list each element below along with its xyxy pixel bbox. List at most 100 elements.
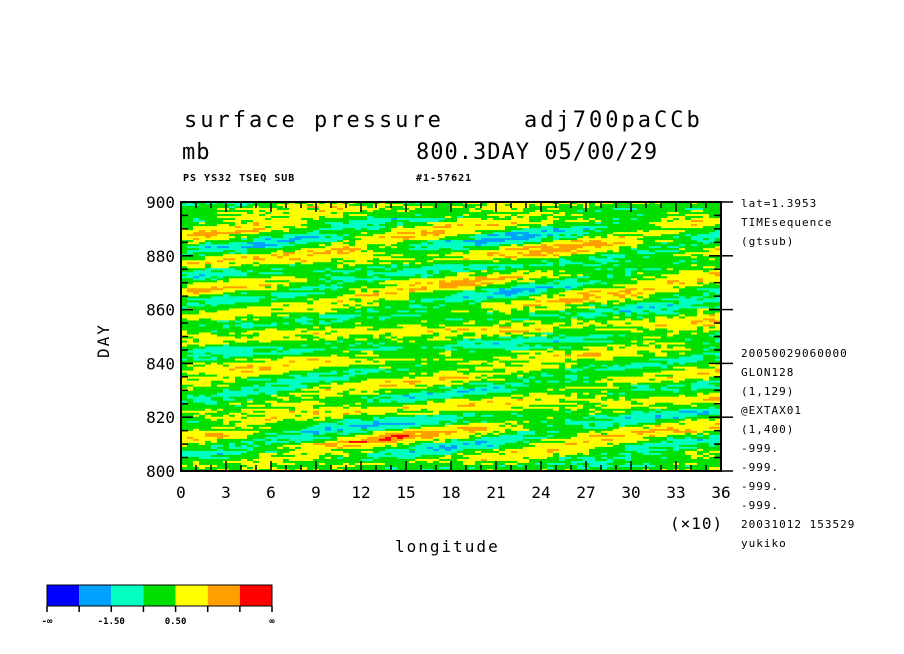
heatmap-cell: [661, 268, 668, 271]
heatmap-cell: [667, 234, 674, 237]
heatmap-cell: [223, 214, 230, 217]
heatmap-cell: [385, 280, 392, 283]
heatmap-cell: [679, 266, 686, 269]
heatmap-cell: [457, 290, 464, 293]
heatmap-cell: [379, 282, 386, 285]
heatmap-cell: [415, 306, 422, 309]
heatmap-cell: [649, 262, 656, 265]
heatmap-cell: [331, 240, 338, 243]
heatmap-cell: [229, 300, 236, 303]
heatmap-cell: [385, 268, 392, 271]
heatmap-cell: [649, 256, 656, 259]
heatmap-cell: [469, 254, 476, 257]
heatmap-cell: [523, 256, 530, 259]
heatmap-cell: [673, 212, 680, 215]
heatmap-cell: [391, 282, 398, 285]
heatmap-cell: [397, 290, 404, 293]
heatmap-cell: [439, 224, 446, 227]
heatmap-cell: [619, 294, 626, 297]
heatmap-cell: [691, 204, 698, 207]
heatmap-cell: [655, 292, 662, 295]
heatmap-cell: [343, 292, 350, 295]
heatmap-cell: [661, 260, 668, 263]
heatmap-cell: [403, 218, 410, 221]
heatmap-cell: [295, 300, 302, 303]
heatmap-cell: [403, 302, 410, 305]
heatmap-cell: [181, 284, 188, 287]
heatmap-cell: [703, 278, 710, 281]
heatmap-cell: [379, 224, 386, 227]
heatmap-cell: [601, 206, 608, 209]
heatmap-cell: [349, 220, 356, 223]
heatmap-cell: [457, 270, 464, 273]
heatmap-cell: [589, 274, 596, 277]
heatmap-cell: [697, 250, 704, 253]
heatmap-cell: [643, 222, 650, 225]
heatmap-cell: [265, 204, 272, 207]
heatmap-cell: [505, 288, 512, 291]
heatmap-cell: [649, 282, 656, 285]
heatmap-cell: [229, 228, 236, 231]
heatmap-cell: [571, 238, 578, 241]
heatmap-cell: [223, 264, 230, 267]
heatmap-cell: [553, 226, 560, 229]
heatmap-cell: [577, 272, 584, 275]
heatmap-cell: [379, 208, 386, 211]
heatmap-cell: [451, 216, 458, 219]
heatmap-cell: [619, 238, 626, 241]
heatmap-cell: [649, 292, 656, 295]
heatmap-cell: [247, 248, 254, 251]
heatmap-cell: [655, 240, 662, 243]
heatmap-cell: [529, 252, 536, 255]
heatmap-cell: [253, 230, 260, 233]
heatmap-cell: [535, 280, 542, 283]
heatmap-cell: [517, 296, 524, 299]
heatmap-cell: [385, 264, 392, 267]
heatmap-cell: [235, 204, 242, 207]
heatmap-cell: [427, 304, 434, 307]
heatmap-cell: [247, 218, 254, 221]
heatmap-cell: [313, 278, 320, 281]
heatmap-cell: [379, 226, 386, 229]
heatmap-cell: [583, 214, 590, 217]
heatmap-cell: [655, 246, 662, 249]
heatmap-cell: [661, 232, 668, 235]
heatmap-cell: [601, 286, 608, 289]
heatmap-cell: [349, 258, 356, 261]
heatmap-cell: [703, 274, 710, 277]
heatmap-cell: [415, 294, 422, 297]
heatmap-cell: [259, 202, 266, 205]
heatmap-cell: [439, 254, 446, 257]
heatmap-cell: [367, 270, 374, 273]
heatmap-cell: [349, 232, 356, 235]
heatmap-cell: [505, 278, 512, 281]
heatmap-cell: [715, 306, 721, 309]
heatmap-cell: [295, 310, 302, 313]
heatmap-cell: [613, 254, 620, 257]
heatmap-cell: [355, 242, 362, 245]
heatmap-cell: [307, 306, 314, 309]
side-info-line: @EXTAX01: [741, 404, 802, 417]
heatmap-cell: [337, 226, 344, 229]
heatmap-cell: [673, 220, 680, 223]
heatmap-cell: [421, 294, 428, 297]
heatmap-cell: [607, 298, 614, 301]
heatmap-cell: [373, 236, 380, 239]
heatmap-cell: [259, 236, 266, 239]
heatmap-cell: [499, 208, 506, 211]
heatmap-cell: [355, 222, 362, 225]
heatmap-cell: [235, 212, 242, 215]
heatmap-cell: [559, 304, 566, 307]
heatmap-cell: [415, 274, 422, 277]
heatmap-cell: [595, 304, 602, 307]
heatmap-cell: [289, 290, 296, 293]
heatmap-cell: [529, 236, 536, 239]
heatmap-cell: [235, 214, 242, 217]
heatmap-cell: [637, 214, 644, 217]
heatmap-cell: [553, 212, 560, 215]
heatmap-cell: [637, 256, 644, 259]
heatmap-cell: [211, 238, 218, 241]
heatmap-cell: [589, 224, 596, 227]
heatmap-cell: [319, 214, 326, 217]
heatmap-cell: [253, 266, 260, 269]
